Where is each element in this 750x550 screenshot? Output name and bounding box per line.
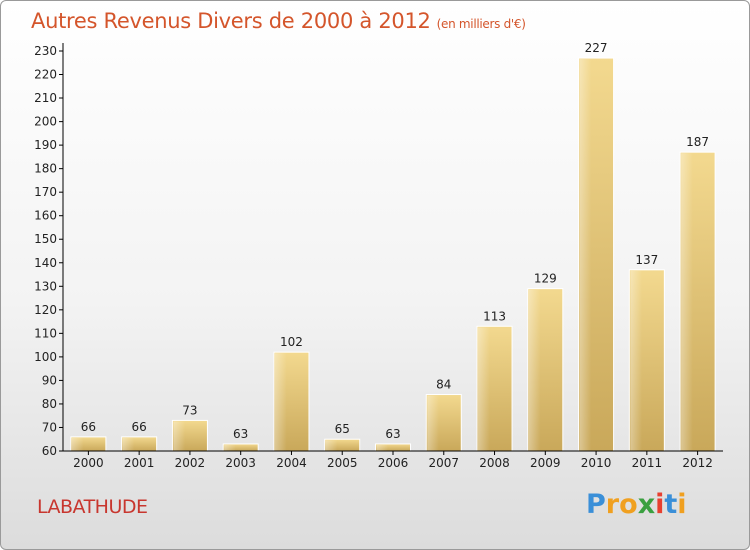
chart-subtitle: (en milliers d'€) [436,17,526,31]
y-tick-label: 210 [34,91,57,105]
logo-letter: i [677,489,687,520]
x-tick-label-2002: 2002 [175,456,206,470]
bar-highlight [478,327,490,451]
data-label-2010: 227 [585,41,608,55]
data-label-2005: 65 [335,422,350,436]
y-tick-label: 80 [42,397,57,411]
logo-letter: o [619,489,638,520]
data-label-2004: 102 [280,335,303,349]
bar-highlight [376,444,389,451]
chart-title-text: Autres Revenus Divers de 2000 à 2012 [31,9,431,33]
x-tick-label-2004: 2004 [276,456,307,470]
y-tick-label: 120 [34,303,57,317]
logo-letter: P [586,489,606,520]
logo-letter: t [664,489,678,520]
y-tick-label: 140 [34,256,57,270]
data-label-2006: 63 [385,427,400,441]
logo-letter: i [655,489,665,520]
bar-highlight [528,289,541,451]
x-tick-label-2007: 2007 [428,456,459,470]
x-tick-label-2009: 2009 [530,456,561,470]
data-label-2012: 187 [686,135,709,149]
x-tick-label-2008: 2008 [479,456,510,470]
x-tick-label-2001: 2001 [124,456,155,470]
y-tick-label: 190 [34,138,57,152]
y-tick-label: 160 [34,209,57,223]
data-label-2001: 66 [132,420,147,434]
x-tick-label-2006: 2006 [378,456,409,470]
y-tick-label: 90 [42,373,57,387]
logo-letter: r [605,489,620,520]
bar-highlight [173,421,186,451]
x-tick-label-2005: 2005 [327,456,358,470]
bar-highlight [224,444,236,451]
y-tick-label: 220 [34,68,57,82]
y-tick-label: 200 [34,115,57,129]
data-label-2008: 113 [483,309,506,323]
data-label-2000: 66 [81,420,96,434]
proxiti-logo: Proxiti [586,489,687,520]
data-label-2002: 73 [182,403,197,417]
y-tick-label: 100 [34,350,57,364]
bars-group: 66 66 73 63 102 65 63 84 113 129 227 137 187 [70,41,716,452]
x-tick-label-2011: 2011 [632,456,663,470]
data-label-2007: 84 [436,378,451,392]
y-tick-label: 230 [34,44,57,58]
bar-highlight [274,353,287,451]
data-label-2009: 129 [534,272,557,286]
y-tick-label: 60 [42,444,57,458]
bar-highlight [71,437,84,451]
x-axis: 2000 2001 2002 2003 2004 2005 2006 2007 2008 2009… [63,450,723,470]
bar-highlight [579,59,592,451]
logo-letter: x [637,489,656,520]
x-tick-label-2012: 2012 [682,456,713,470]
bar-highlight [681,153,693,452]
commune-name: LABATHUDE [37,496,148,518]
y-tick-label: 130 [34,279,57,293]
y-tick-label: 70 [42,420,57,434]
x-tick-label-2000: 2000 [73,456,104,470]
data-label-2011: 137 [635,253,658,267]
y-tick-label: 180 [34,162,57,176]
x-tick-label-2003: 2003 [225,456,256,470]
chart-title: Autres Revenus Divers de 2000 à 2012 (en … [31,9,526,33]
bar-highlight [630,270,643,451]
y-tick-label: 110 [34,326,57,340]
bar-highlight [122,437,135,451]
bar-highlight [325,440,338,451]
y-tick-label: 170 [34,185,57,199]
y-axis: 60 70 80 90 100 110 120 130 140 150 160 170 180 190 20… [34,43,64,458]
x-tick-label-2010: 2010 [581,456,612,470]
bar-highlight [427,395,439,451]
y-tick-label: 150 [34,232,57,246]
data-label-2003: 63 [233,427,248,441]
